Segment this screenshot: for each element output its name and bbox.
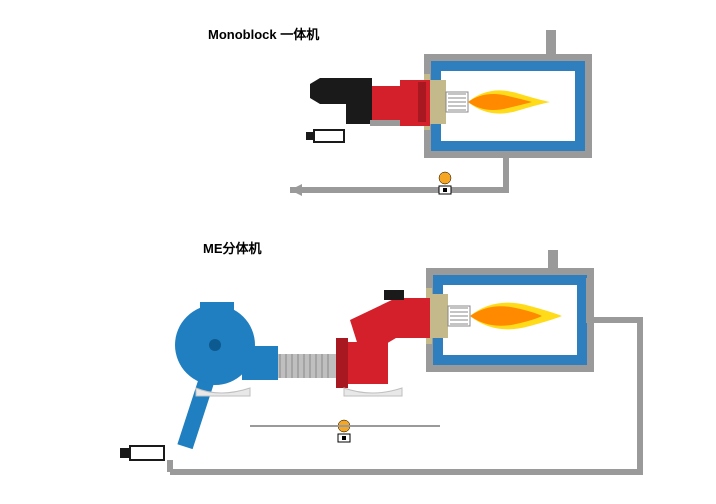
monoblock-diagram: [250, 30, 650, 210]
diagram-canvas: Monoblock 一体机 ME分体机: [0, 0, 716, 504]
me-split-diagram: [100, 250, 660, 485]
